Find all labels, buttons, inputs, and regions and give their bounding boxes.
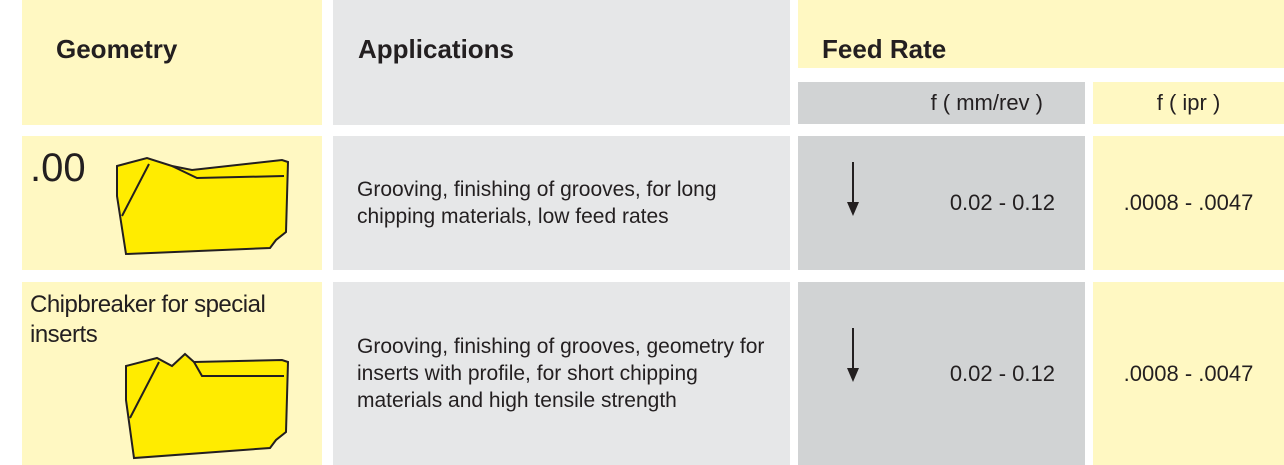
applications-text: Grooving, finishing of grooves, geometry…: [357, 335, 765, 412]
feed-mm: 0.02 - 0.12: [949, 360, 1055, 386]
geometry-cell: .00: [22, 136, 322, 270]
insert-icon: [125, 352, 290, 460]
feed-rate-header: Feed Rate: [798, 0, 1284, 68]
down-arrow: [847, 162, 859, 216]
geometry-cell: Chipbreaker for special inserts: [22, 282, 322, 465]
insert-icon: [116, 156, 290, 256]
feed-ipr-cell: .0008 - .0047: [1093, 136, 1284, 270]
feed-ipr: .0008 - .0047: [1123, 190, 1254, 215]
applications-text: Grooving, finishing of grooves, for long…: [357, 178, 717, 228]
geometry-label: .00: [30, 146, 86, 190]
geometry-label: Chipbreaker for special inserts: [30, 291, 266, 348]
feed-mm: 0.02 - 0.12: [949, 190, 1055, 215]
feed-ipr: .0008 - .0047: [1123, 360, 1254, 386]
feed-mm-cell: 0.02 - 0.12: [798, 136, 1085, 270]
feed-mm-cell: 0.02 - 0.12: [798, 282, 1085, 465]
geometry-header: Geometry: [22, 0, 322, 125]
down-arrow: [847, 328, 859, 382]
applications-header: Applications: [333, 0, 790, 125]
applications-cell: Grooving, finishing of grooves, for long…: [333, 136, 790, 270]
unit-header: f ( mm/rev ): [798, 82, 1085, 124]
unit-header: f ( ipr ): [1093, 82, 1284, 124]
applications-cell: Grooving, finishing of grooves, geometry…: [333, 282, 790, 465]
feed-ipr-cell: .0008 - .0047: [1093, 282, 1284, 465]
